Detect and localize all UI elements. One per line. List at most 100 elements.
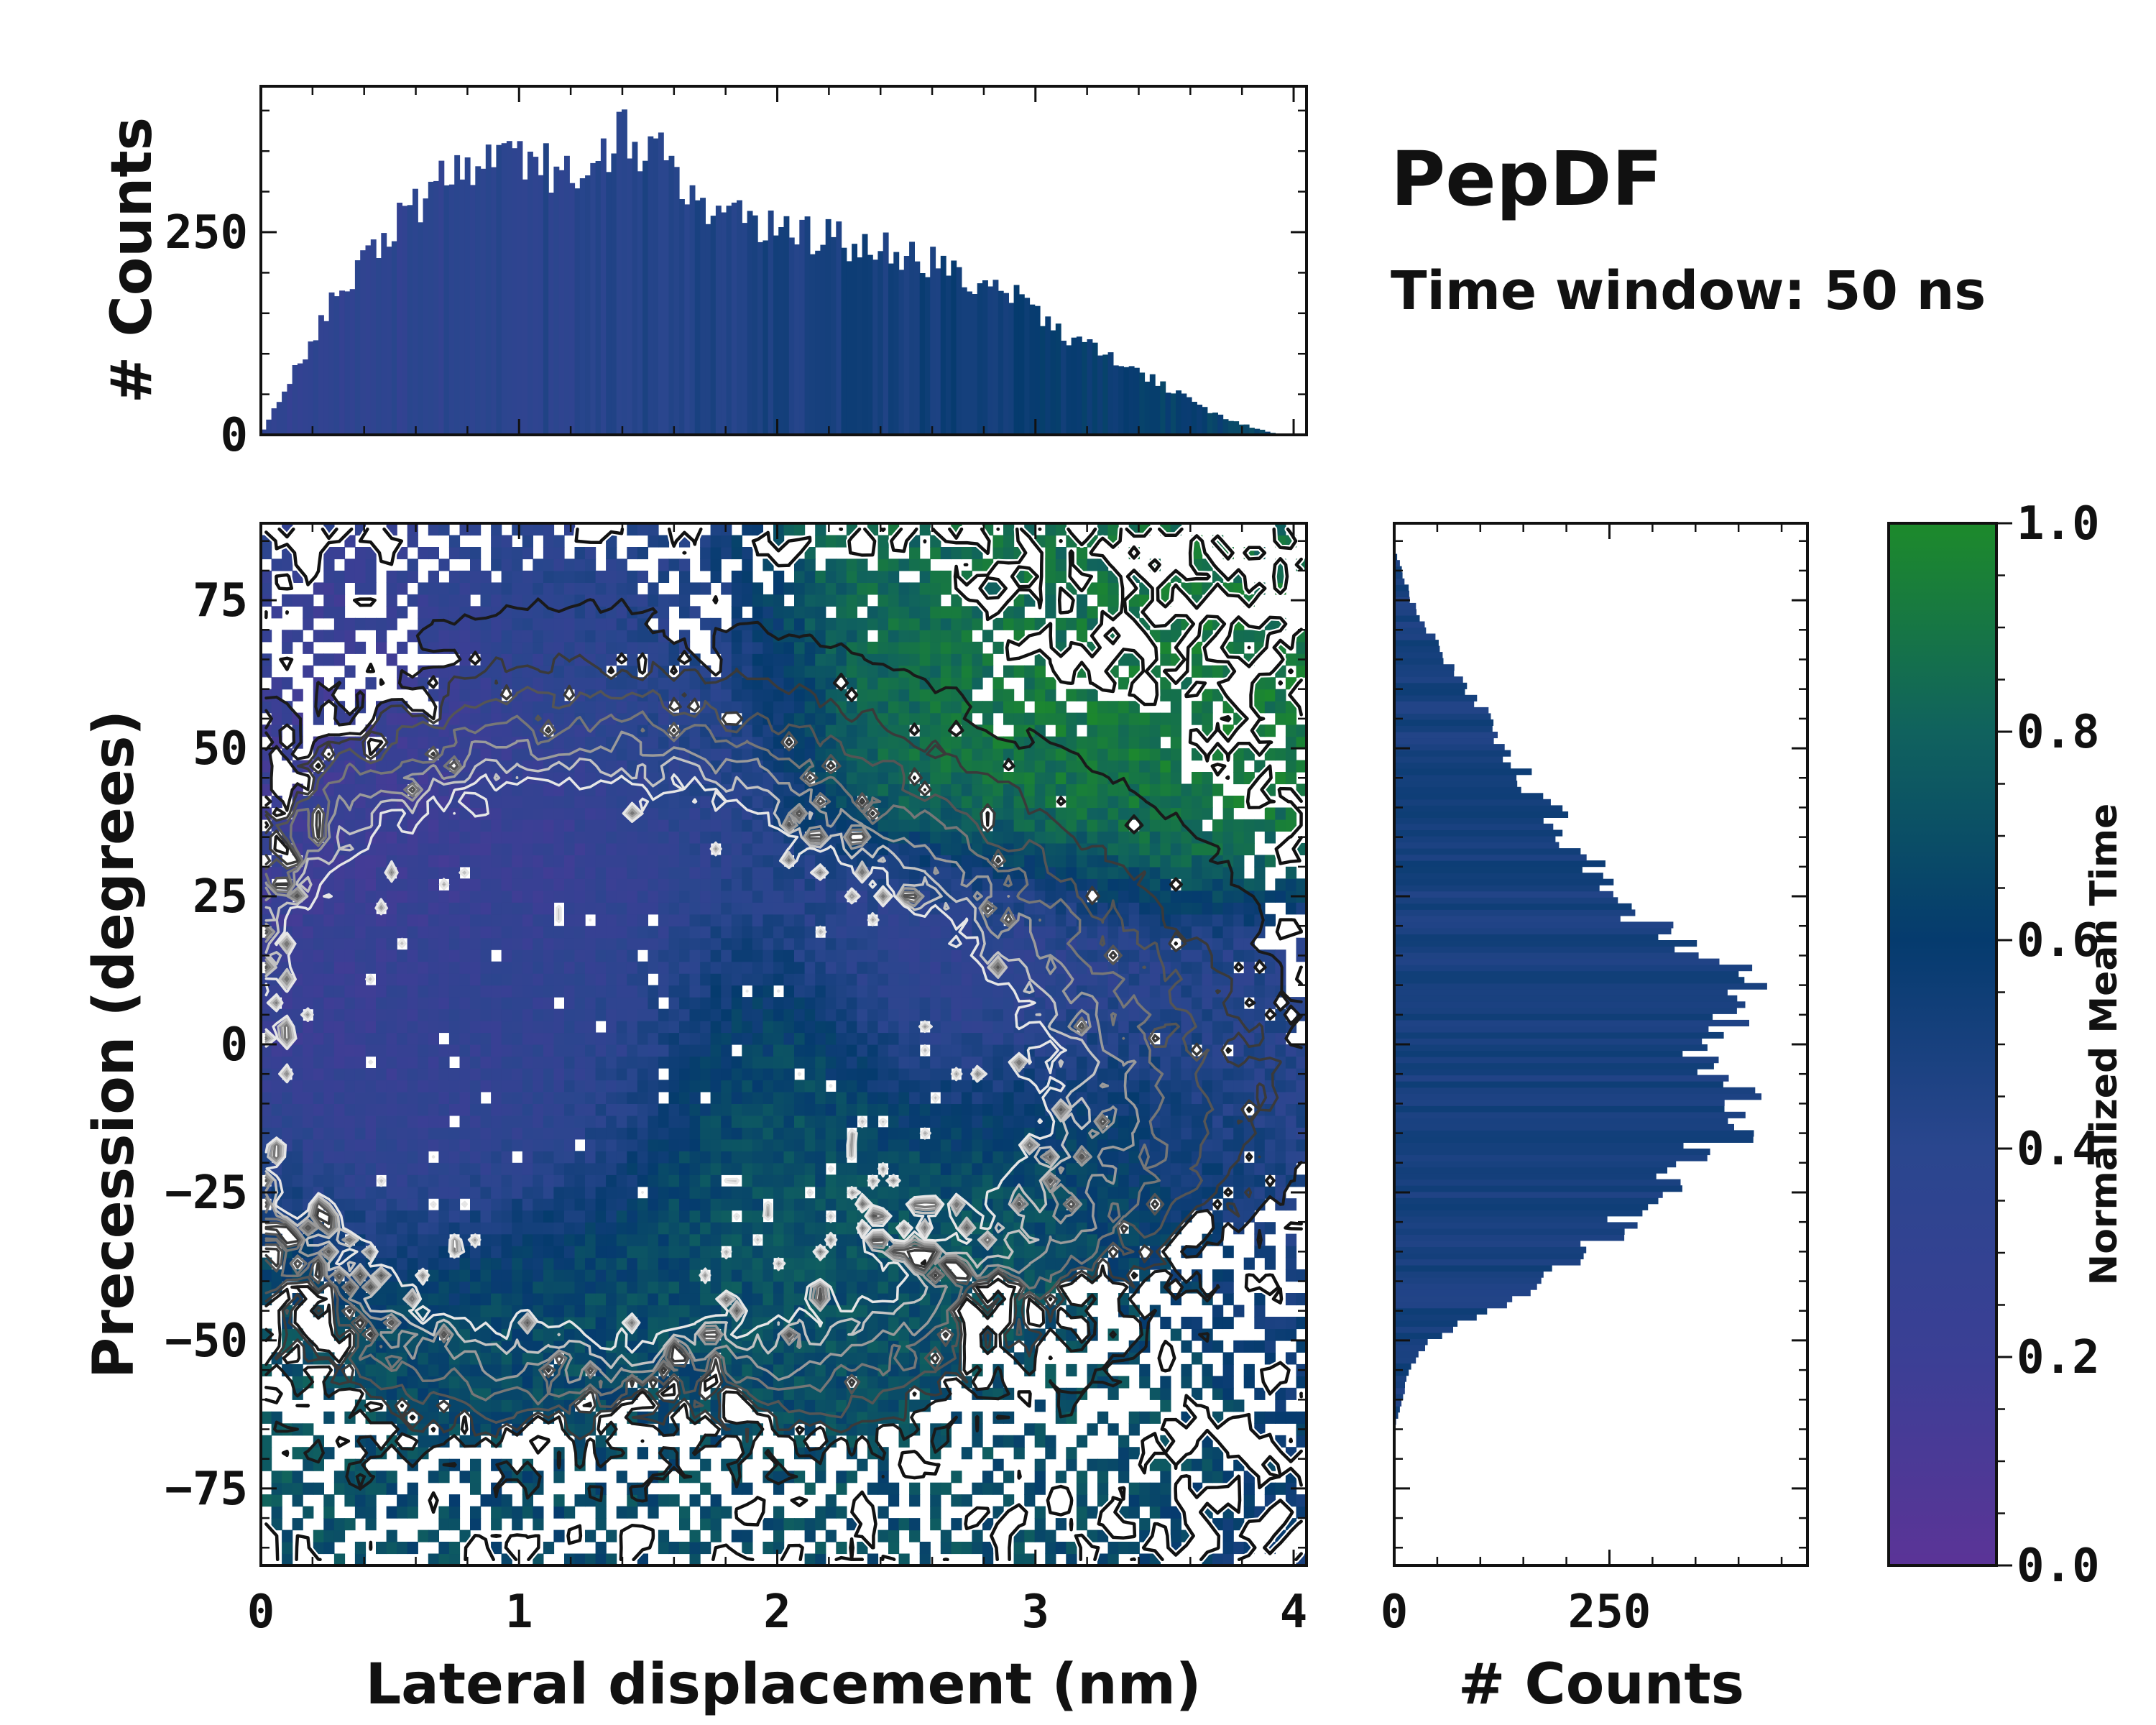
heatmap-cell xyxy=(1170,855,1181,868)
heatmap-cell xyxy=(1045,878,1056,891)
heatmap-cell xyxy=(898,914,910,926)
heatmap-cell xyxy=(480,914,492,926)
heatmap-cell xyxy=(418,1103,429,1116)
heatmap-cell xyxy=(700,1233,711,1246)
heatmap-cell xyxy=(533,1246,544,1259)
top-histogram-bar xyxy=(354,260,361,435)
heatmap-cell xyxy=(365,1494,377,1507)
heatmap-cell xyxy=(459,1222,471,1235)
heatmap-cell xyxy=(1118,1162,1130,1175)
top-histogram-bar xyxy=(898,270,905,435)
heatmap-cell xyxy=(637,1305,648,1317)
heatmap-cell xyxy=(480,1257,492,1270)
heatmap-cell xyxy=(689,926,701,939)
heatmap-cell xyxy=(480,842,492,855)
heatmap-cell xyxy=(940,949,952,962)
heatmap-cell xyxy=(397,878,408,891)
heatmap-cell xyxy=(574,961,586,974)
heatmap-cell xyxy=(470,1056,482,1069)
heatmap-cell xyxy=(292,1447,303,1460)
heatmap-cell xyxy=(543,1246,555,1259)
heatmap-cell xyxy=(627,1506,638,1519)
heatmap-cell xyxy=(1264,1044,1276,1057)
heatmap-cell xyxy=(522,878,533,891)
heatmap-cell xyxy=(1192,855,1203,868)
heatmap-cell xyxy=(344,1032,356,1045)
heatmap-cell xyxy=(313,985,324,998)
heatmap-cell xyxy=(1275,1328,1286,1341)
heatmap-cell xyxy=(543,1233,555,1246)
heatmap-cell xyxy=(689,1530,701,1542)
top-ytick-label: 250 xyxy=(165,206,248,259)
heatmap-cell xyxy=(323,914,335,926)
heatmap-cell xyxy=(292,949,303,962)
heatmap-cell xyxy=(700,866,711,879)
heatmap-cell xyxy=(438,902,450,915)
heatmap-cell xyxy=(1212,926,1224,939)
heatmap-cell xyxy=(553,1530,565,1542)
heatmap-cell xyxy=(972,1246,983,1259)
heatmap-cell xyxy=(627,1080,638,1092)
heatmap-cell xyxy=(459,1387,471,1400)
heatmap-cell xyxy=(742,949,753,962)
heatmap-cell xyxy=(459,1032,471,1045)
heatmap-cell xyxy=(470,1222,482,1235)
heatmap-cell xyxy=(700,1056,711,1069)
heatmap-cell xyxy=(648,1222,659,1235)
heatmap-cell xyxy=(386,1091,397,1104)
heatmap-cell xyxy=(857,1281,868,1294)
top-histogram-bar xyxy=(397,203,402,435)
heatmap-cell xyxy=(773,902,785,915)
heatmap-cell xyxy=(1285,1387,1297,1400)
heatmap-cell xyxy=(888,1091,900,1104)
heatmap-cell xyxy=(407,997,418,1010)
heatmap-cell xyxy=(804,1387,816,1400)
heatmap-cell xyxy=(595,926,607,939)
heatmap-cell xyxy=(1170,1103,1181,1116)
heatmap-cell xyxy=(448,926,461,939)
heatmap-cell xyxy=(333,1151,346,1164)
heatmap-cell xyxy=(323,1080,335,1092)
heatmap-cell xyxy=(553,1091,565,1104)
heatmap-cell xyxy=(1128,1032,1140,1045)
heatmap-cell xyxy=(742,1162,753,1175)
heatmap-cell xyxy=(512,949,523,962)
heatmap-cell xyxy=(323,878,335,891)
heatmap-cell xyxy=(898,973,910,986)
heatmap-cell xyxy=(919,1080,931,1092)
heatmap-cell xyxy=(1055,1068,1067,1081)
heatmap-cell xyxy=(857,1138,868,1151)
heatmap-cell xyxy=(794,878,806,891)
heatmap-cell xyxy=(323,1056,335,1069)
top-histogram-bar xyxy=(788,237,795,435)
heatmap-cell xyxy=(783,937,795,950)
heatmap-cell xyxy=(794,1269,806,1282)
heatmap-cell xyxy=(668,866,680,879)
heatmap-cell xyxy=(648,878,659,891)
heatmap-cell xyxy=(1160,842,1171,855)
heatmap-cell xyxy=(763,1222,774,1235)
heatmap-cell xyxy=(721,937,732,950)
top-histogram-bar xyxy=(668,155,675,435)
heatmap-cell xyxy=(323,961,335,974)
heatmap-cell xyxy=(731,1032,742,1045)
heatmap-cell xyxy=(585,1530,596,1542)
heatmap-cell xyxy=(1285,1328,1297,1341)
heatmap-cell xyxy=(428,1115,439,1128)
heatmap-cell xyxy=(804,855,816,868)
heatmap-cell xyxy=(574,985,586,998)
heatmap-cell xyxy=(606,1008,617,1021)
heatmap-cell xyxy=(407,842,418,855)
heatmap-cell xyxy=(616,973,627,986)
heatmap-cell xyxy=(606,1138,617,1151)
heatmap-cell xyxy=(648,1091,659,1104)
heatmap-cell xyxy=(658,855,670,868)
heatmap-cell xyxy=(794,1186,806,1199)
heatmap-cell xyxy=(857,1305,868,1317)
heatmap-cell xyxy=(794,1056,806,1069)
heatmap-cell xyxy=(386,1080,397,1092)
heatmap-cell xyxy=(867,1482,879,1495)
heatmap-cell xyxy=(909,1032,921,1045)
heatmap-cell xyxy=(1233,890,1245,903)
heatmap-cell xyxy=(1170,1080,1181,1092)
